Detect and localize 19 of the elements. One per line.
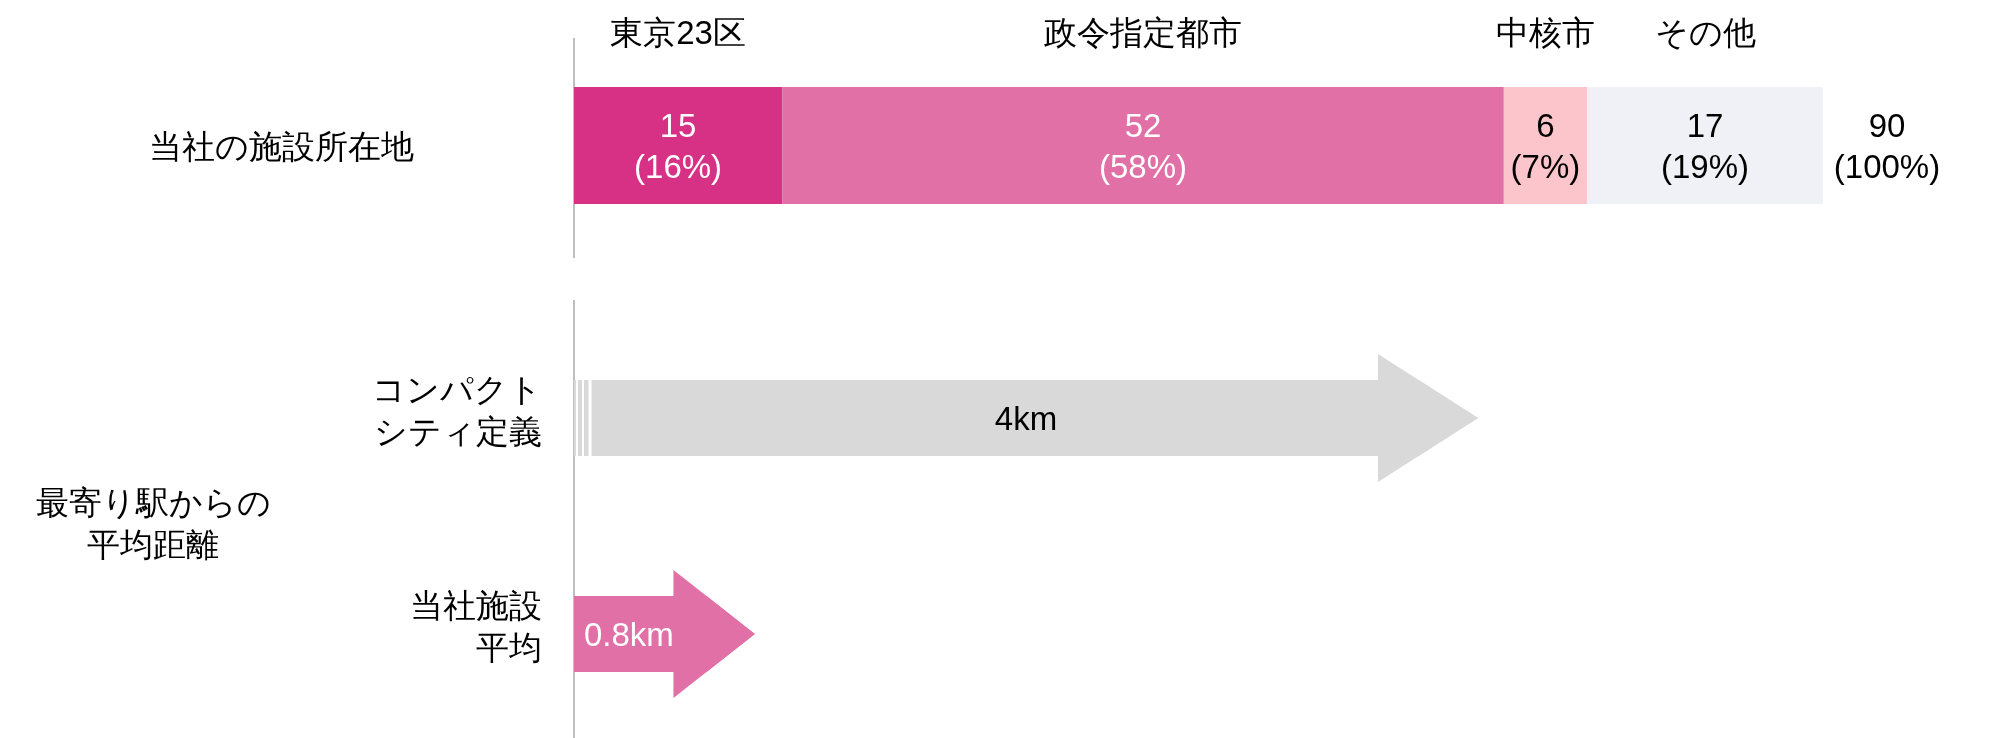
y-tick-label: 当社の施設所在地 bbox=[148, 127, 414, 164]
data-label: 0.8km bbox=[584, 615, 674, 653]
data-label: 52 (58%) bbox=[1098, 106, 1187, 185]
y-tick-label: コンパクトシティ定義 bbox=[372, 370, 542, 450]
bar bbox=[782, 87, 1504, 204]
bar bbox=[574, 87, 783, 204]
data-label: 6 (7%) bbox=[1510, 106, 1581, 185]
y-axis-title: 最寄り駅からの平均距離 bbox=[35, 483, 271, 563]
series-label: 中核市 bbox=[1495, 13, 1595, 51]
bar bbox=[1503, 87, 1588, 204]
data-label: 15 (16%) bbox=[634, 106, 723, 185]
series-label: 東京23区 bbox=[610, 13, 746, 51]
series-label: 政令指定都市 bbox=[1043, 13, 1242, 51]
bar bbox=[1587, 87, 1823, 204]
series-label: その他 bbox=[1654, 13, 1756, 51]
total-label: 90 (100%) bbox=[1833, 106, 1941, 185]
y-tick-label: 当社施設平均 bbox=[410, 586, 542, 666]
data-label: 4km bbox=[994, 399, 1058, 437]
data-label: 17 (19%) bbox=[1661, 106, 1750, 185]
